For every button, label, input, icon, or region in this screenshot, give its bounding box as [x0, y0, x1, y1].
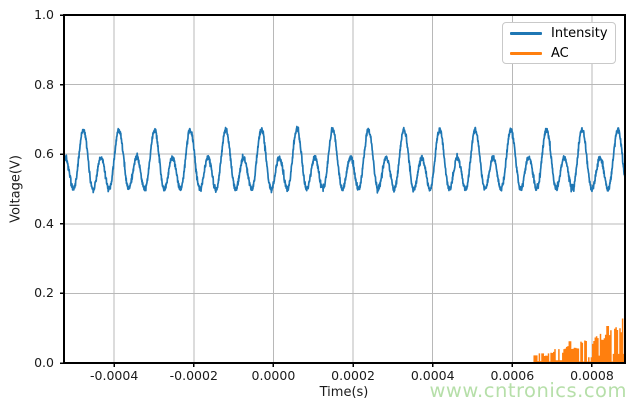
x-tick-label: 0.0006	[490, 368, 535, 383]
y-tick-label: 1.0	[34, 7, 54, 23]
x-tick-label: -0.0002	[169, 368, 218, 383]
legend-label-ac: AC	[551, 45, 569, 61]
legend-item-intensity: Intensity	[510, 25, 615, 41]
ac-line-swatch	[510, 51, 542, 55]
y-tick-label: 0.0	[34, 355, 54, 371]
legend-item-ac: AC	[510, 45, 615, 61]
intensity-line-swatch	[510, 31, 542, 35]
x-tick-label: 0.0008	[570, 368, 614, 383]
watermark-text: www.cntronics.com	[429, 379, 627, 402]
legend-label-intensity: Intensity	[551, 25, 608, 41]
x-axis-label: Time(s)	[319, 385, 369, 400]
x-tick-label: 0.0002	[331, 368, 375, 383]
x-tick-label: 0.0004	[410, 368, 455, 383]
x-tick-label: 0.0000	[251, 368, 296, 383]
y-tick-label: 0.6	[34, 146, 54, 162]
y-tick-label: 0.8	[34, 76, 54, 92]
y-tick-label: 0.2	[34, 285, 54, 301]
y-axis-label: Voltage(V)	[8, 155, 24, 223]
legend: Intensity AC	[502, 22, 616, 64]
x-tick-label: -0.0004	[90, 368, 139, 383]
y-tick-label: 0.4	[34, 215, 54, 231]
